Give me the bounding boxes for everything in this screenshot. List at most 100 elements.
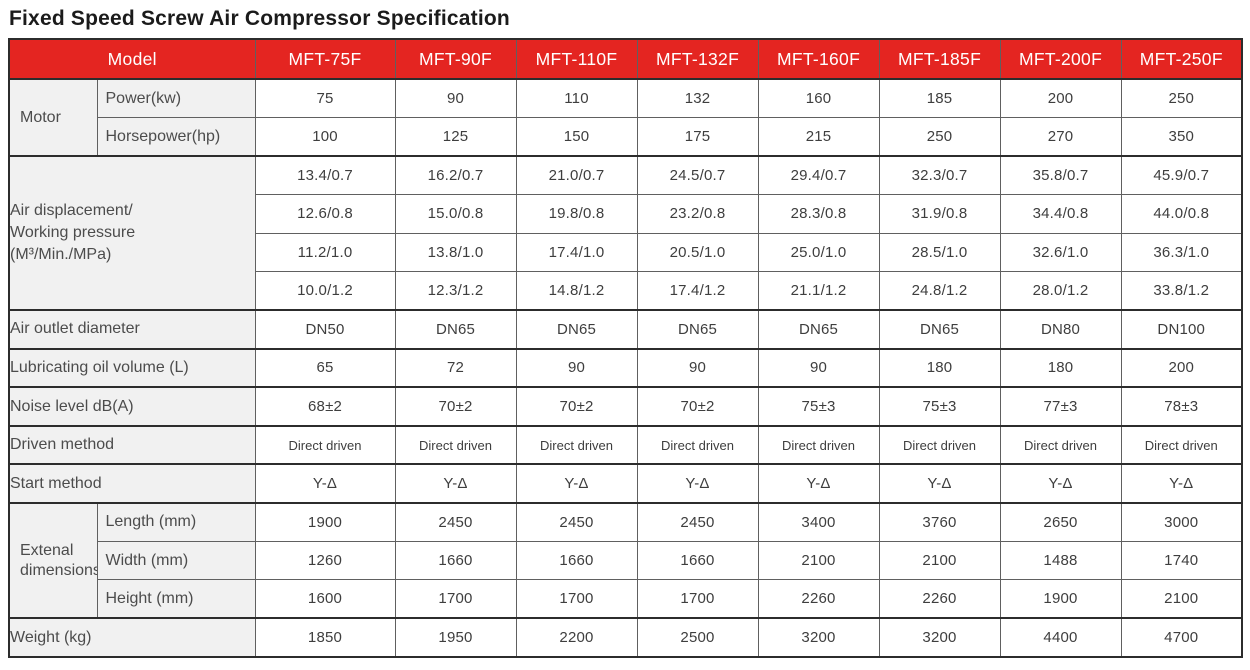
model-name-cell: MFT-250F (1120, 38, 1243, 80)
spec-value-cell: DN80 (999, 309, 1122, 350)
spec-value-cell: 25.0/1.0 (757, 232, 880, 273)
spec-value-cell: 125 (394, 117, 517, 157)
spec-value-cell: 1900 (254, 501, 396, 542)
spec-value-cell: 4400 (999, 617, 1122, 658)
spec-value-cell: 2260 (878, 579, 1001, 619)
spec-value-cell: 90 (757, 347, 880, 388)
spec-value-cell: 70±2 (636, 386, 759, 427)
spec-value-cell: 29.4/0.7 (757, 155, 880, 196)
spec-value-cell: 150 (515, 117, 638, 157)
spec-value-cell: 24.5/0.7 (636, 155, 759, 196)
spec-value-cell: 31.9/0.8 (878, 194, 1001, 234)
spec-value-cell: 1660 (636, 540, 759, 581)
spec-value-cell: 110 (515, 78, 638, 119)
spec-value-cell: 1850 (254, 617, 396, 658)
spec-value-cell: Direct driven (515, 424, 638, 465)
row-label: Driven method (8, 424, 256, 465)
spec-value-cell: 10.0/1.2 (254, 271, 396, 311)
spec-row: Driven method Direct driven Direct driven D… (8, 424, 1243, 465)
spec-value-cell: Y-Δ (254, 463, 396, 504)
spec-value-cell: DN65 (394, 309, 517, 350)
spec-row: Air displacement/Working pressure (M³/Min… (8, 155, 1243, 311)
model-header-cell: Model (8, 38, 256, 80)
spec-value-cell: 12.3/1.2 (394, 271, 517, 311)
spec-value-cell: 90 (515, 347, 638, 388)
spec-value-cell: 200 (1120, 347, 1243, 388)
row-label: Start method (8, 463, 256, 504)
sub-row-label: Width (mm) (96, 540, 256, 581)
spec-row: Width (mm) 1260 1660 1660 1660 2100 2100 1488 17… (9, 540, 1243, 581)
spec-value-cell: 28.3/0.8 (757, 194, 880, 234)
spec-value-cell: Y-Δ (757, 463, 880, 504)
spec-value-cell: 14.8/1.2 (515, 271, 638, 311)
spec-value-cell: 35.8/0.7 (999, 155, 1122, 196)
spec-row: Noise level dB(A) 68±2 70±2 70±2 70±2 75±3 75±… (8, 386, 1243, 427)
spec-value-cell: 2450 (394, 501, 517, 542)
spec-row: Air outlet diameter DN50 DN65 DN65 DN65 DN65 D… (8, 309, 1243, 350)
spec-row: 10.0/1.2 12.3/1.2 14.8/1.2 17.4/1.2 21.1/1.2… (9, 271, 1243, 311)
spec-value-cell: 75±3 (757, 386, 880, 427)
spec-value-cell: 200 (999, 78, 1122, 119)
spec-value-cell: 1600 (254, 579, 396, 619)
sub-row-label: Power(kw) (96, 78, 256, 119)
spec-value-cell: 34.4/0.8 (999, 194, 1122, 234)
model-name-cell: MFT-75F (254, 38, 396, 80)
spec-value-cell: 12.6/0.8 (254, 194, 396, 234)
spec-value-cell: 3400 (757, 501, 880, 542)
spec-value-cell: 180 (999, 347, 1122, 388)
model-name-cell: MFT-90F (394, 38, 517, 80)
spec-value-cell: 1700 (394, 579, 517, 619)
spec-value-cell: 270 (999, 117, 1122, 157)
spec-value-cell: 2450 (636, 501, 759, 542)
spec-value-cell: 1950 (394, 617, 517, 658)
spec-value-cell: 90 (394, 78, 517, 119)
model-name-cell: MFT-200F (999, 38, 1122, 80)
spec-value-cell: 2260 (757, 579, 880, 619)
row-label: Air outlet diameter (8, 309, 256, 350)
spec-value-cell: 1740 (1120, 540, 1243, 581)
spec-value-cell: 100 (254, 117, 396, 157)
spec-value-cell: 1260 (254, 540, 396, 581)
spec-row: 11.2/1.0 13.8/1.0 17.4/1.0 20.5/1.0 25.0/1.0… (9, 232, 1243, 273)
model-name-cell: MFT-160F (757, 38, 880, 80)
spec-value-cell: 33.8/1.2 (1120, 271, 1243, 311)
spec-value-cell: 11.2/1.0 (254, 232, 396, 273)
spec-value-cell: Direct driven (254, 424, 396, 465)
row-label: Noise level dB(A) (8, 386, 256, 427)
spec-value-cell: 44.0/0.8 (1120, 194, 1243, 234)
spec-value-cell: Direct driven (878, 424, 1001, 465)
spec-value-cell: 1488 (999, 540, 1122, 581)
model-name-cell: MFT-185F (878, 38, 1001, 80)
spec-value-cell: 28.5/1.0 (878, 232, 1001, 273)
group-label: Extenal dimensions (8, 501, 98, 619)
spec-value-cell: 2500 (636, 617, 759, 658)
spec-value-cell: 1660 (515, 540, 638, 581)
spec-value-cell: 36.3/1.0 (1120, 232, 1243, 273)
spec-value-cell: 23.2/0.8 (636, 194, 759, 234)
spec-row: Horsepower(hp) 100 125 150 175 215 250 270 350 (9, 117, 1243, 157)
spec-value-cell: DN65 (757, 309, 880, 350)
spec-value-cell: 68±2 (254, 386, 396, 427)
sub-row-label: Horsepower(hp) (96, 117, 256, 157)
spec-value-cell: DN65 (515, 309, 638, 350)
spec-value-cell: 78±3 (1120, 386, 1243, 427)
spec-value-cell: 2100 (757, 540, 880, 581)
sub-row-label: Height (mm) (96, 579, 256, 619)
spec-value-cell: 70±2 (394, 386, 517, 427)
spec-value-cell: 2100 (878, 540, 1001, 581)
spec-value-cell: 15.0/0.8 (394, 194, 517, 234)
spec-value-cell: 1700 (515, 579, 638, 619)
spec-value-cell: 17.4/1.2 (636, 271, 759, 311)
group-label: Motor (8, 77, 98, 157)
spec-value-cell: 2450 (515, 501, 638, 542)
spec-value-cell: 16.2/0.7 (394, 155, 517, 196)
spec-value-cell: 24.8/1.2 (878, 271, 1001, 311)
spec-value-cell: 32.6/1.0 (999, 232, 1122, 273)
sub-row-label: Length (mm) (96, 501, 256, 542)
spec-value-cell: DN65 (878, 309, 1001, 350)
spec-value-cell: 3760 (878, 501, 1001, 542)
spec-row: Weight (kg) 1850 1950 2200 2500 3200 3200 4400 4… (8, 617, 1243, 658)
spec-table: Model MFT-75F MFT-90F MFT-110F MFT-132F MFT-1… (8, 38, 1244, 658)
spec-value-cell: 250 (1120, 78, 1243, 119)
